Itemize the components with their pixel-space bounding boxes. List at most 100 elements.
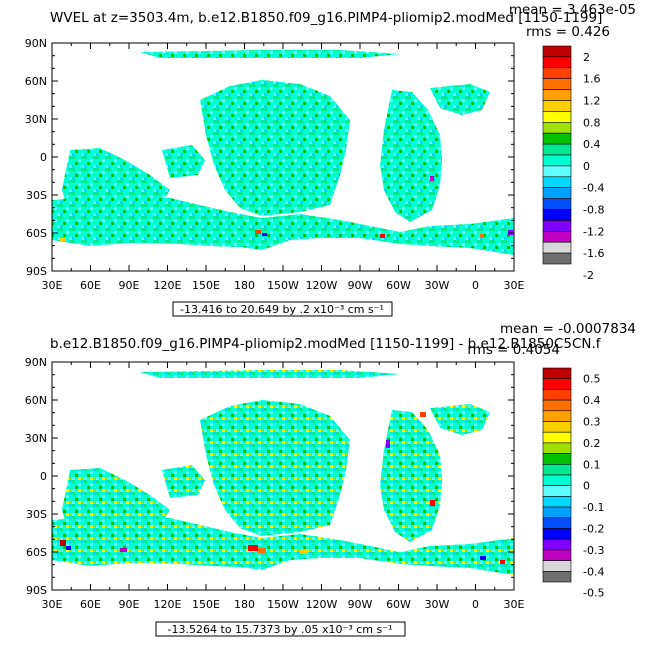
colorbar-swatch <box>542 399 572 412</box>
colorbar-tick-label: -0.3 <box>583 544 604 557</box>
x-tick-label: 0 <box>472 279 479 292</box>
colorbar-swatch <box>542 67 572 80</box>
y-tick-label: 60S <box>26 227 47 240</box>
colorbar-tick-label: -0.5 <box>583 587 604 600</box>
colorbar-tick-label: 0.4 <box>583 138 601 151</box>
x-tick-label: 90W <box>348 279 373 292</box>
panel-2-range-label: -13.5264 to 15.7373 by .05 x10⁻³ cm s⁻¹ <box>168 623 393 636</box>
colorbar-tick-label: 0 <box>583 480 590 493</box>
panel-2: b.e12.B1850.f09_g16.PIMP4-pliomip2.modMe… <box>25 321 636 637</box>
colorbar-tick-label: -0.2 <box>583 523 604 536</box>
x-tick-label: 30E <box>42 598 63 611</box>
colorbar-swatch <box>542 165 572 178</box>
colorbar-tick-label: 0 <box>583 160 590 173</box>
colorbar-tick-label: 0.5 <box>583 373 601 386</box>
colorbar-swatch <box>542 176 572 189</box>
x-tick-label: 120E <box>154 598 182 611</box>
x-tick-label: 180 <box>234 598 255 611</box>
panel-2-axes: 30E 60E 90E 120E 150E 180 150W 120W 90W 60W 30W 0 30… <box>25 356 525 611</box>
colorbar-tick-label: -1.6 <box>583 247 604 260</box>
x-tick-label: 120W <box>306 598 338 611</box>
y-tick-label: 60N <box>25 75 47 88</box>
y-tick-label: 30S <box>26 189 47 202</box>
colorbar-swatch <box>542 89 572 101</box>
y-tick-label: 30N <box>25 432 47 445</box>
colorbar-swatch <box>542 122 572 134</box>
colorbar-tick-label: 1.6 <box>583 73 601 86</box>
colorbar-tick-label: -0.8 <box>583 204 604 217</box>
y-tick-label: 90N <box>25 356 47 369</box>
colorbar-swatch <box>542 496 572 508</box>
y-tick-label: 0 <box>40 470 47 483</box>
panel-2-mean: mean = -0.0007834 <box>500 321 636 337</box>
x-tick-label: 120E <box>154 279 182 292</box>
colorbar-swatch <box>542 463 572 476</box>
colorbar-tick-label: 1.2 <box>583 95 601 108</box>
colorbar-swatch <box>542 453 572 465</box>
colorbar-swatch <box>542 538 572 551</box>
panel-2-range-box <box>155 621 406 637</box>
colorbar-swatch <box>542 431 572 444</box>
x-tick-label: 30E <box>504 279 525 292</box>
y-tick-label: 30N <box>25 113 47 126</box>
colorbar-tick-label: -1.2 <box>583 225 604 238</box>
panel-1-range-box <box>172 301 393 317</box>
colorbar-swatch <box>542 421 572 433</box>
panel-1-rms: rms = 0.426 <box>526 24 610 40</box>
x-tick-label: 90E <box>119 279 140 292</box>
panel-1: WVEL at z=3503.4m, b.e12.B1850.f09_g16.P… <box>25 2 636 317</box>
colorbar-swatch <box>542 45 572 58</box>
panel-1-field <box>52 43 514 271</box>
x-tick-label: 150W <box>267 598 299 611</box>
colorbar-tick-label: 0.1 <box>583 458 601 471</box>
x-tick-label: 30E <box>504 598 525 611</box>
x-tick-label: 150E <box>192 279 220 292</box>
colorbar-swatch <box>542 560 572 572</box>
colorbar-swatch <box>542 389 572 401</box>
colorbar-swatch <box>542 198 572 210</box>
panel-2-rms: rms = 0.4054 <box>467 342 560 358</box>
colorbar-swatch <box>542 442 572 454</box>
x-tick-label: 30W <box>425 598 450 611</box>
panel-1-title: WVEL at z=3503.4m, b.e12.B1850.f09_g16.P… <box>50 10 602 26</box>
colorbar-swatch <box>542 231 572 243</box>
y-tick-label: 60N <box>25 394 47 407</box>
colorbar-swatch <box>542 517 572 529</box>
x-tick-label: 60E <box>80 598 101 611</box>
x-tick-label: 60E <box>80 279 101 292</box>
colorbar-tick-label: -0.4 <box>583 565 604 578</box>
colorbar-tick-label: 0.2 <box>583 437 601 450</box>
panel-2-colorbar: 0.5 0.4 0.3 0.2 0.1 0 -0.1 -0.2 -0.3 -0.4 -0.5 <box>542 367 604 600</box>
y-tick-label: 90N <box>25 37 47 50</box>
colorbar-swatch <box>542 100 572 112</box>
colorbar-tick-label: -0.4 <box>583 182 604 195</box>
y-tick-label: 90S <box>26 265 47 278</box>
colorbar-tick-label: -0.1 <box>583 501 604 514</box>
colorbar-swatch <box>542 252 572 265</box>
colorbar-swatch <box>542 241 572 254</box>
x-tick-label: 30W <box>425 279 450 292</box>
colorbar-swatch <box>542 485 572 497</box>
x-tick-label: 30E <box>42 279 63 292</box>
x-tick-label: 150E <box>192 598 220 611</box>
x-tick-label: 60W <box>386 279 411 292</box>
colorbar-tick-label: 0.3 <box>583 416 601 429</box>
colorbar-swatch <box>542 56 572 69</box>
x-tick-label: 150W <box>267 279 299 292</box>
colorbar-swatch <box>542 528 572 540</box>
panel-1-colorbar: 2 1.6 1.2 0.8 0.4 0 -0.4 -0.8 -1.2 -1.6 -2 <box>542 45 604 282</box>
x-tick-label: 90E <box>119 598 140 611</box>
colorbar-swatch <box>542 506 572 519</box>
colorbar-swatch <box>542 154 572 167</box>
y-tick-label: 30S <box>26 508 47 521</box>
colorbar-swatch <box>542 474 572 486</box>
colorbar-swatch <box>542 143 572 156</box>
colorbar-swatch <box>542 549 572 561</box>
colorbar-swatch <box>542 132 572 145</box>
colorbar-swatch <box>542 378 572 390</box>
panel-1-mean: mean = 3.463e-05 <box>509 2 636 18</box>
colorbar-tick-label: -2 <box>583 269 594 282</box>
panel-2-title: b.e12.B1850.f09_g16.PIMP4-pliomip2.modMe… <box>50 336 602 352</box>
x-tick-label: 120W <box>306 279 338 292</box>
